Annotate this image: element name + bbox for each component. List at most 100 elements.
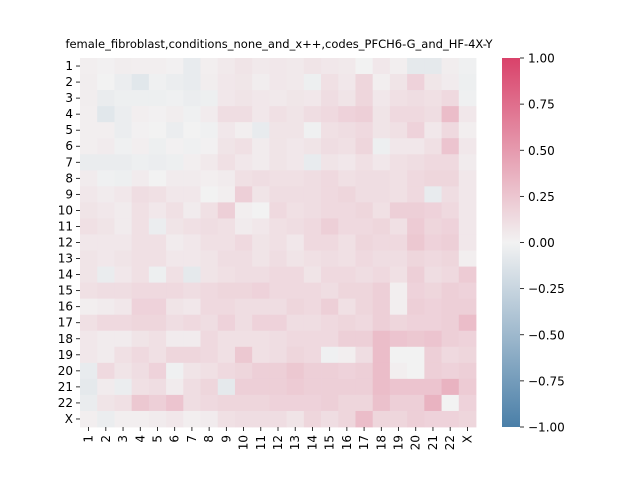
heatmap-cell (97, 122, 115, 139)
heatmap-cell (131, 346, 150, 364)
heatmap-cell (217, 122, 236, 139)
heatmap-cell (200, 106, 219, 123)
heatmap-cell (355, 330, 374, 348)
y-tick-label: 19 (58, 348, 73, 362)
x-tick-label: 21 (426, 435, 440, 450)
heatmap-cell (131, 298, 150, 316)
heatmap-cell (424, 58, 442, 75)
heatmap-cell (355, 282, 374, 300)
heatmap-cell (97, 234, 115, 251)
heatmap-cell (407, 282, 425, 300)
heatmap-cell (321, 378, 339, 396)
heatmap-cell (321, 58, 339, 75)
heatmap-cell (166, 218, 184, 235)
heatmap-cell (148, 362, 167, 380)
heatmap-cell (338, 138, 356, 155)
heatmap-cell (183, 266, 201, 284)
heatmap-cell (424, 170, 442, 187)
heatmap-cell (200, 90, 219, 107)
heatmap-cell (407, 410, 425, 428)
heatmap-cell (321, 410, 339, 428)
heatmap-cell (407, 186, 425, 203)
heatmap-cell (303, 90, 322, 107)
x-tick-label: 22 (443, 435, 457, 450)
heatmap-cell (269, 314, 288, 332)
heatmap-cell (200, 282, 219, 300)
heatmap-cell (166, 186, 184, 203)
heatmap-cell (183, 410, 201, 428)
x-tick-label: 17 (357, 435, 371, 450)
heatmap-cell (252, 282, 270, 300)
heatmap-cell (80, 106, 98, 123)
heatmap-cell (269, 266, 288, 284)
heatmap-cell (131, 378, 150, 396)
heatmap-cell (424, 186, 442, 203)
heatmap-cell (458, 186, 477, 203)
heatmap-cell (372, 154, 391, 171)
heatmap-cell (114, 298, 133, 316)
heatmap-cell (234, 410, 253, 428)
y-tick-label: 8 (65, 171, 73, 185)
heatmap-cell (97, 314, 115, 332)
heatmap-cell (458, 170, 477, 187)
heatmap-cell (269, 154, 288, 171)
heatmap-cell (252, 314, 270, 332)
heatmap-cell (407, 346, 425, 364)
heatmap-cell (183, 394, 201, 412)
y-tick-label: 10 (58, 203, 73, 217)
heatmap-cell (234, 154, 253, 171)
heatmap-cell (183, 74, 201, 91)
heatmap-cell (148, 266, 167, 284)
heatmap-cell (407, 298, 425, 316)
y-tick-label: 11 (58, 219, 73, 233)
heatmap-cell (269, 106, 288, 123)
heatmap-cell (355, 394, 374, 412)
heatmap-cell (338, 410, 356, 428)
heatmap-cell (303, 154, 322, 171)
heatmap-cell (407, 58, 425, 75)
heatmap-cell (217, 170, 236, 187)
heatmap-cell (269, 170, 288, 187)
x-tick-label: 18 (374, 435, 388, 450)
y-tick-label: 12 (58, 236, 73, 250)
heatmap-cell (183, 154, 201, 171)
heatmap-cell (80, 362, 98, 380)
heatmap-cell (234, 58, 253, 75)
heatmap-cell (286, 266, 305, 284)
heatmap-cell (389, 138, 408, 155)
y-tick-label: 15 (58, 284, 73, 298)
heatmap-cell (286, 314, 305, 332)
heatmap-cell (148, 378, 167, 396)
heatmap-cell (114, 234, 133, 251)
heatmap-cell (355, 298, 374, 316)
heatmap-cell (114, 282, 133, 300)
heatmap-cell (183, 282, 201, 300)
heatmap-cell (114, 58, 133, 75)
heatmap-cell (355, 58, 374, 75)
heatmap-cell (114, 74, 133, 91)
heatmap-cell (286, 298, 305, 316)
colorbar-ticks: 1.00 0.75 0.50 0.25 0.00 −0.25 −0.50 −0.75 −1.00 (520, 52, 565, 435)
heatmap-cell (372, 170, 391, 187)
x-tick-label: 19 (392, 435, 406, 450)
heatmap-cell (389, 346, 408, 364)
heatmap-cell (131, 154, 150, 171)
x-tick-label: 9 (219, 435, 233, 443)
heatmap-cell (372, 122, 391, 139)
heatmap-cell (407, 394, 425, 412)
heatmap-cell (217, 346, 236, 364)
heatmap-cell (424, 346, 442, 364)
heatmap-cell (458, 122, 477, 139)
heatmap-cell (269, 378, 288, 396)
heatmap-cell (200, 218, 219, 235)
heatmap-cell (303, 170, 322, 187)
heatmap-cell (252, 186, 270, 203)
heatmap-cell (321, 330, 339, 348)
y-tick-label: 1 (65, 59, 73, 73)
heatmap-cell (166, 346, 184, 364)
heatmap-cell (252, 330, 270, 348)
heatmap-cell (97, 186, 115, 203)
heatmap-cell (252, 266, 270, 284)
heatmap-cell (269, 218, 288, 235)
x-tick-label: 12 (271, 435, 285, 450)
